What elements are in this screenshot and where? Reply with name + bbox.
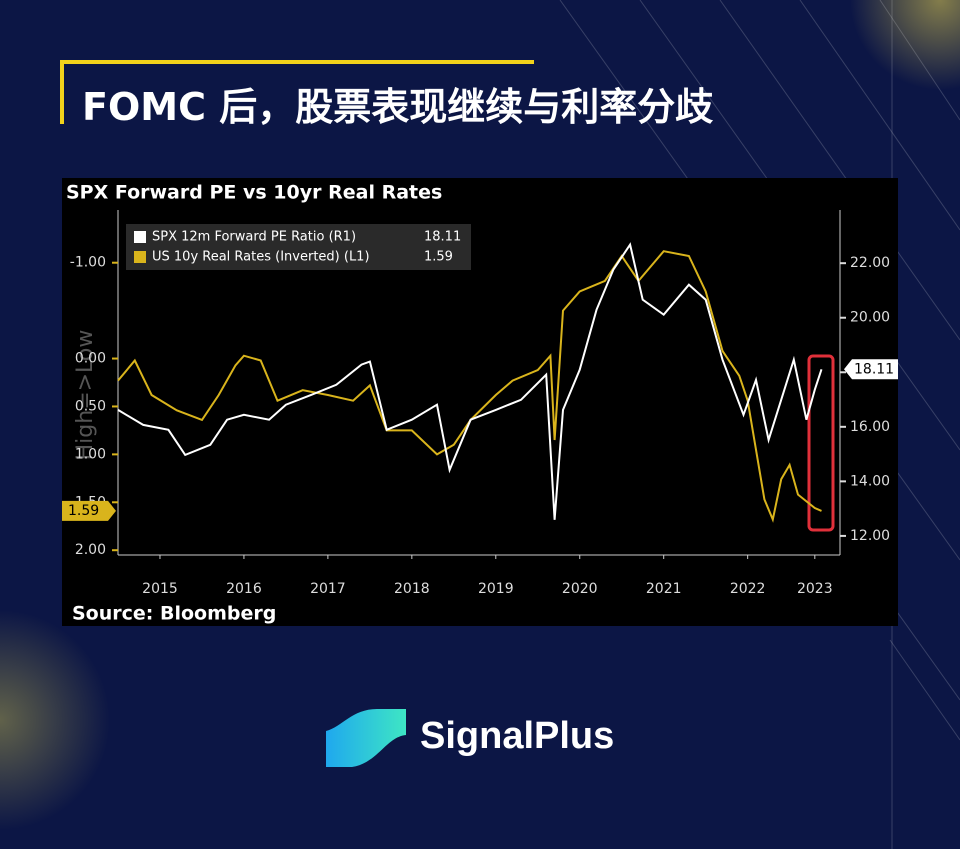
x-tick-label: 2021 bbox=[646, 581, 682, 597]
legend-box bbox=[126, 224, 471, 270]
legend-value: 18.11 bbox=[424, 230, 461, 245]
brand-name: SignalPlus bbox=[420, 715, 615, 757]
headline: FOMC 后，股票表现继续与利率分歧 bbox=[60, 60, 713, 129]
brand-logo bbox=[326, 709, 406, 767]
last-value-tag bbox=[844, 359, 898, 380]
x-tick-label: 2020 bbox=[562, 581, 598, 597]
y2-tick-label: 20.00 bbox=[850, 310, 890, 326]
x-tick-label: 2017 bbox=[310, 581, 346, 597]
highlight-box bbox=[807, 354, 835, 532]
legend-label: SPX 12m Forward PE Ratio (R1) bbox=[152, 230, 356, 245]
legend-swatch bbox=[134, 231, 146, 243]
series-line bbox=[117, 242, 823, 520]
y2-tick-label: 16.00 bbox=[850, 419, 890, 435]
y2-tick-label: 14.00 bbox=[850, 473, 890, 489]
legend-swatch bbox=[134, 251, 146, 263]
series-line bbox=[117, 250, 822, 523]
chart-title: SPX Forward PE vs 10yr Real Rates bbox=[66, 182, 442, 204]
legend-label: US 10y Real Rates (Inverted) (L1) bbox=[152, 250, 370, 265]
brand: SignalPlus bbox=[322, 705, 652, 775]
chart-source: Source: Bloomberg bbox=[72, 603, 276, 625]
y-tick-label: -1.00 bbox=[70, 255, 106, 271]
y2-tick-label: 22.00 bbox=[850, 255, 890, 271]
y-tick-label: 0.00 bbox=[75, 351, 106, 367]
legend-value: 1.59 bbox=[424, 250, 453, 265]
x-tick-label: 2022 bbox=[730, 581, 766, 597]
x-tick-label: 2015 bbox=[142, 581, 178, 597]
x-tick-label: 2016 bbox=[226, 581, 262, 597]
x-tick-label: 2023 bbox=[797, 581, 833, 597]
y-tick-label: 1.00 bbox=[75, 446, 106, 462]
y-tick-label: 2.00 bbox=[75, 542, 106, 558]
last-value-label: 1.59 bbox=[68, 503, 99, 519]
headline-title: FOMC 后，股票表现继续与利率分歧 bbox=[82, 85, 714, 129]
x-tick-label: 2018 bbox=[394, 581, 430, 597]
last-value-tag bbox=[62, 500, 116, 521]
y-tick-label: 0.50 bbox=[75, 398, 106, 414]
y-axis-label: High=>Low bbox=[73, 330, 98, 461]
x-tick-label: 2019 bbox=[478, 581, 514, 597]
last-value-label: 18.11 bbox=[854, 361, 894, 377]
y2-tick-label: 12.00 bbox=[850, 528, 890, 544]
